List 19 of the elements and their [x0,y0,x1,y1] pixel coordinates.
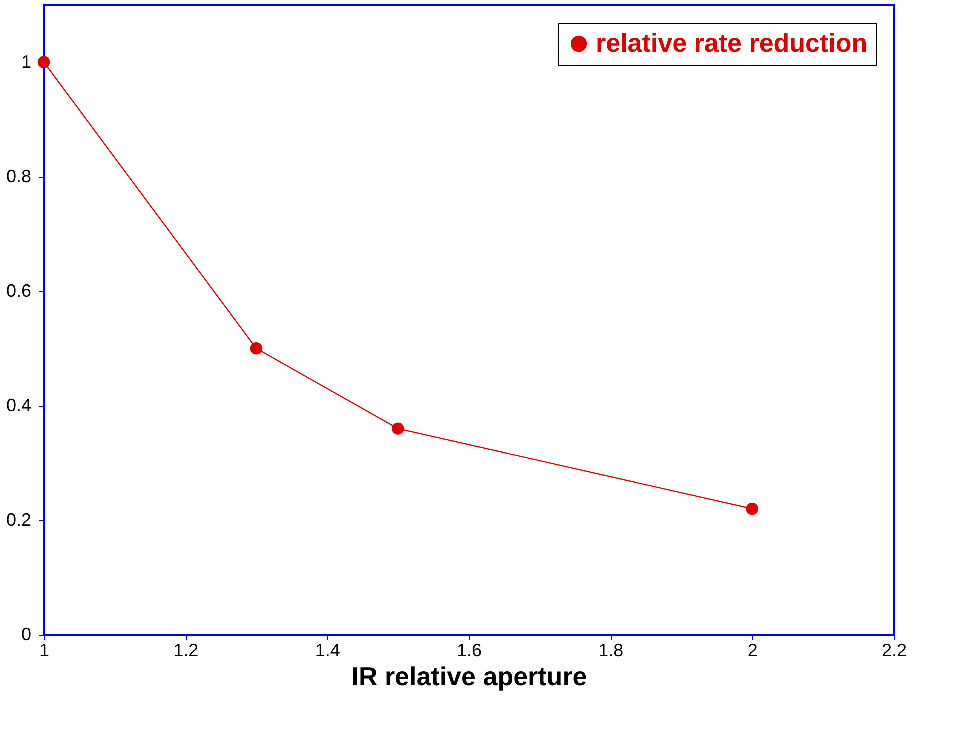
y-tick-label: 0.2 [6,510,32,530]
x-axis-title: IR relative aperture [352,662,588,692]
x-tick-label: 1.4 [315,640,340,660]
point [38,56,50,68]
y-tick-label: 0.4 [6,395,32,416]
x-tick-label: 1.6 [456,640,482,660]
y-tick-label: 0 [21,624,32,644]
point [250,342,263,355]
x-tick-label: 1.8 [598,640,624,660]
x-tick-label: 1 [39,640,50,660]
y-tick-label: 0.6 [6,280,32,301]
legend-label: relative rate reduction [596,28,868,58]
point [392,422,404,435]
x-tick-label: 2 [748,640,758,660]
x-tick-label: 2.2 [882,640,908,660]
x-tick-label: 1.2 [174,640,199,660]
y-tick-label: 1 [21,52,32,72]
point [746,502,758,516]
y-tick-label: 0.8 [6,166,32,186]
